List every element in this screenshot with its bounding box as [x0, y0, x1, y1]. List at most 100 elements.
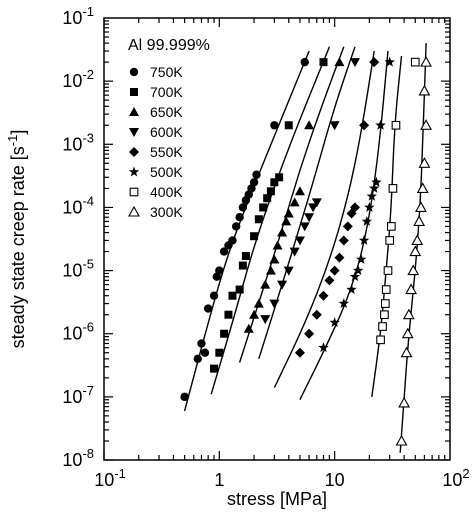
data-point-650K	[334, 57, 345, 67]
legend-label: 500K	[150, 164, 183, 180]
data-point-750K	[180, 392, 189, 402]
x-tick-label: 102	[442, 466, 469, 490]
data-point-700K	[238, 261, 247, 270]
legend-marker-750K	[129, 67, 139, 77]
data-point-600K	[311, 198, 322, 208]
legend-marker-550K	[129, 147, 139, 157]
data-point-600K	[308, 203, 319, 213]
data-point-550K	[294, 347, 305, 358]
data-point-750K	[252, 170, 261, 179]
data-point-550K	[324, 275, 335, 286]
data-point-600K	[329, 121, 340, 131]
data-point-550K	[329, 265, 340, 276]
data-point-750K	[203, 304, 213, 313]
data-point-650K	[294, 186, 305, 196]
data-point-600K	[260, 315, 271, 325]
data-point-550K	[359, 120, 370, 131]
data-point-400K	[380, 310, 389, 320]
fit-line-750K	[183, 50, 310, 412]
data-point-550K	[338, 235, 349, 246]
data-point-700K	[235, 285, 244, 294]
data-point-650K	[277, 227, 288, 237]
data-point-600K	[277, 280, 288, 290]
data-point-550K	[369, 57, 380, 68]
data-point-400K	[383, 266, 393, 275]
data-point-300K	[418, 84, 431, 96]
data-point-750K	[209, 291, 219, 300]
data-point-600K	[289, 247, 300, 257]
data-point-500K	[361, 215, 373, 226]
fit-lines	[183, 43, 427, 453]
data-point-400K	[385, 236, 395, 245]
legend-marker-600K	[129, 128, 139, 137]
data-point-500K	[368, 182, 380, 193]
data-point-550K	[349, 202, 360, 213]
data-point-500K	[338, 298, 350, 309]
data-point-400K	[386, 222, 396, 231]
data-point-300K	[400, 346, 413, 358]
fit-line-600K	[258, 46, 356, 360]
data-point-650K	[304, 120, 315, 130]
legend-label: 650K	[150, 104, 183, 120]
y-tick-label: 10-4	[62, 193, 94, 217]
data-point-650K	[269, 254, 280, 264]
x-axis-title: stress [MPa]	[227, 489, 327, 509]
data-point-300K	[409, 245, 422, 257]
data-point-750K	[270, 121, 279, 130]
data-point-650K	[249, 309, 260, 319]
axes: 10-1 1 10 102 10-8 10-7 10-6 10-5 10-4 10-3 10-2 10…	[62, 4, 469, 490]
data-point-700K	[266, 187, 275, 196]
data-point-650K	[272, 240, 283, 250]
y-axis-title: steady state creep rate [s-1]	[5, 130, 28, 349]
data-point-700K	[284, 121, 293, 130]
plot-border	[103, 17, 451, 461]
data-point-600K	[283, 266, 294, 276]
data-point-700K	[254, 215, 263, 224]
y-tick-label: 10-7	[62, 383, 94, 407]
y-tick-label: 10-5	[62, 257, 94, 281]
data-point-750K	[231, 222, 241, 231]
legend-marker-500K	[128, 166, 140, 177]
data-point-700K	[319, 58, 328, 67]
y-tick-label: 10-3	[62, 130, 94, 154]
data-markers	[180, 56, 432, 446]
legend-label: 300K	[150, 204, 183, 220]
legend-label: 700K	[150, 84, 183, 100]
x-tick-label: 1	[214, 470, 224, 490]
data-point-700K	[224, 310, 233, 319]
data-point-600K	[349, 58, 360, 68]
data-point-300K	[420, 56, 432, 67]
data-point-500K	[364, 201, 375, 212]
data-point-750K	[300, 57, 309, 67]
fit-line-700K	[210, 46, 331, 395]
data-point-750K	[228, 236, 237, 245]
data-point-700K	[250, 232, 259, 241]
legend-marker-300K	[128, 205, 140, 217]
legend-label: 750K	[150, 64, 183, 80]
data-point-500K	[366, 190, 378, 201]
data-point-700K	[259, 203, 268, 212]
data-point-700K	[215, 348, 224, 357]
data-point-550K	[342, 221, 353, 232]
legend-marker-400K	[129, 187, 139, 197]
fit-line-550K	[273, 50, 375, 388]
y-tick-label: 10-8	[62, 446, 94, 470]
data-point-300K	[416, 182, 429, 193]
data-point-550K	[318, 290, 329, 301]
data-point-650K	[281, 216, 292, 226]
data-point-400K	[380, 299, 390, 308]
plot-area	[103, 17, 451, 461]
data-point-500K	[356, 253, 367, 264]
legend: 750K 700K 650K 600K 550K 500K 400K 300K	[128, 64, 183, 220]
data-point-400K	[376, 335, 385, 345]
data-point-700K	[270, 178, 279, 187]
data-point-500K	[358, 234, 370, 245]
y-tick-label: 10-2	[62, 67, 94, 91]
data-point-300K	[402, 308, 415, 320]
data-point-500K	[346, 284, 357, 295]
data-point-500K	[329, 317, 340, 328]
data-point-400K	[391, 120, 401, 130]
data-point-300K	[415, 201, 427, 212]
data-point-500K	[352, 265, 364, 276]
